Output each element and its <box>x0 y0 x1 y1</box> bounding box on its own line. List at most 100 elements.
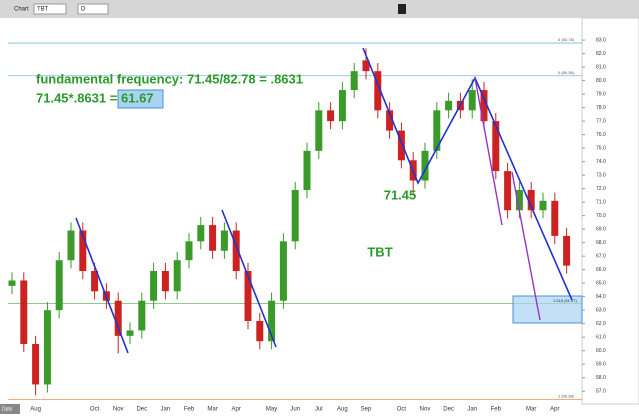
y-tick-label: 59.0 <box>596 362 606 368</box>
y-tick-label: 83.0 <box>596 37 606 43</box>
candle-body <box>232 230 240 272</box>
x-tick-label: Dec <box>443 407 454 413</box>
candle-body <box>32 343 40 385</box>
candle-body <box>338 90 346 122</box>
symbol-text: TBT <box>37 7 49 13</box>
candle-body <box>492 121 500 172</box>
y-tick-label: 65.0 <box>596 280 606 286</box>
candle-body <box>551 200 559 236</box>
y-tick-label: 82.0 <box>596 51 606 57</box>
candle-body <box>374 71 382 111</box>
button[interactable] <box>398 4 406 14</box>
candle-body <box>386 110 394 131</box>
y-tick-label: 79.0 <box>596 91 606 97</box>
y-tick-label: 66.0 <box>596 267 606 273</box>
y-tick-label: 72.0 <box>596 186 606 192</box>
x-tick-label: Nov <box>113 407 124 413</box>
candle-body <box>527 189 535 211</box>
symbol-input[interactable] <box>33 3 67 15</box>
candle-body <box>397 130 405 161</box>
candle-body <box>468 90 476 111</box>
candle-body <box>185 241 193 261</box>
y-tick-label: 58.0 <box>596 375 606 381</box>
x-tick-label: Oct <box>397 407 407 413</box>
candle-body <box>268 300 276 342</box>
x-tick-label: Apr <box>550 407 559 413</box>
candle-body <box>350 71 358 91</box>
candle-body <box>515 189 523 211</box>
y-tick-label: 61.0 <box>596 335 606 341</box>
y-tick-label: 62.0 <box>596 321 606 327</box>
annotation: 71.45 <box>384 187 417 202</box>
y-tick-label: 69.0 <box>596 226 606 232</box>
candle-body <box>43 310 51 385</box>
x-tick-label: Mar <box>526 407 536 413</box>
period-input[interactable] <box>77 3 109 15</box>
tab[interactable]: Chart <box>14 7 29 13</box>
candle-body <box>220 230 228 251</box>
x-tick-label: Aug <box>337 407 348 413</box>
candle-body <box>504 171 512 211</box>
y-tick-label: 80.0 <box>596 78 606 84</box>
candle-body <box>362 60 370 72</box>
candle-body <box>138 300 146 331</box>
y-tick-label: 76.0 <box>596 132 606 138</box>
candle-body <box>563 235 571 266</box>
y-tick-label: 73.0 <box>596 172 606 178</box>
annotation: TBT <box>367 244 392 259</box>
x-tick-label: Aug <box>30 407 41 413</box>
x-tick-label: Jan <box>467 407 477 413</box>
candle-body <box>126 330 134 336</box>
annotation: fundamental frequency: 71.45/82.78 = .86… <box>36 71 303 86</box>
candle-body <box>421 150 429 181</box>
x-tick-label: Feb <box>491 407 502 413</box>
candle-body <box>279 241 287 301</box>
y-tick-label: 78.0 <box>596 105 606 111</box>
projection-arrows <box>474 77 541 321</box>
corner-label: Dpts <box>2 406 13 412</box>
annotation: 61.67 <box>121 90 154 105</box>
candle-body <box>303 150 311 190</box>
candle-body <box>114 300 122 336</box>
x-tick-label: Mar <box>207 407 217 413</box>
y-tick-label: 57.0 <box>596 389 606 395</box>
candle-body <box>244 271 252 321</box>
x-tick-label: Apr <box>232 407 241 413</box>
level-label: 1 (56.38) <box>558 394 575 399</box>
corner <box>0 404 20 414</box>
candle-body <box>209 225 217 251</box>
candle-body <box>161 271 169 292</box>
y-tick-label: 67.0 <box>596 253 606 259</box>
candle-body <box>480 90 488 122</box>
period-text: D <box>81 7 86 13</box>
candle-body <box>445 100 453 111</box>
candle-body <box>433 110 441 151</box>
level-label: 0 (80.36) <box>558 70 575 75</box>
candle-body <box>197 225 205 242</box>
candle-body <box>79 230 87 272</box>
y-axis-panel <box>581 17 639 405</box>
x-tick-label: Sep <box>361 407 372 413</box>
y-tick-label: 60.0 <box>596 348 606 354</box>
annotation: 71.45*.8631 = <box>36 90 118 105</box>
candle-body <box>55 260 63 311</box>
x-tick-label: Jul <box>315 407 323 413</box>
candle-body <box>539 200 547 211</box>
x-tick-label: Oct <box>90 407 100 413</box>
x-tick-label: Jun <box>290 407 300 413</box>
y-tick-label: 68.0 <box>596 240 606 246</box>
y-tick-label: 64.0 <box>596 294 606 300</box>
level-label: 0 (82.78) <box>558 37 575 42</box>
y-tick-label: 74.0 <box>596 159 606 165</box>
x-tick-label: Feb <box>184 407 195 413</box>
candle-body <box>327 110 335 122</box>
toolbar <box>0 0 639 18</box>
candle-body <box>291 189 299 242</box>
box-label: 1.618 (61.67) <box>553 298 577 303</box>
x-tick-label: Nov <box>420 407 431 413</box>
y-tick-label: 71.0 <box>596 199 606 205</box>
result-box <box>117 89 164 109</box>
candle-body <box>8 280 16 286</box>
target-box <box>512 295 583 324</box>
y-tick-label: 77.0 <box>596 118 606 124</box>
